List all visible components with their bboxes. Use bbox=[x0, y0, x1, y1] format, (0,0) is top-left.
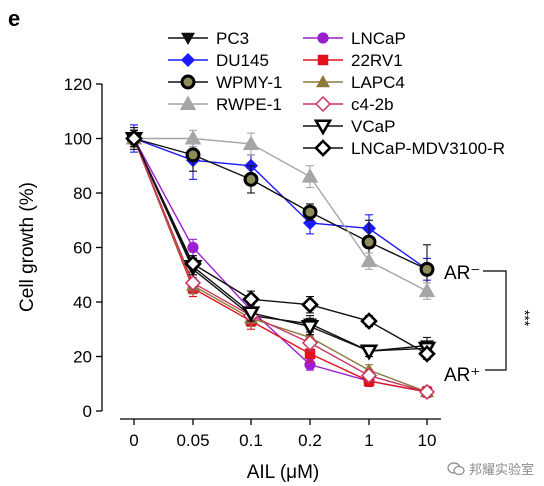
x-tick-label: 0.2 bbox=[298, 431, 322, 450]
legend-label: 22RV1 bbox=[351, 51, 403, 70]
x-axis: 0 0.05 0.1 0.2 1 10 bbox=[120, 418, 441, 450]
series-line bbox=[133, 138, 428, 393]
watermark: 邦耀实验室 bbox=[447, 459, 534, 478]
data-point bbox=[303, 215, 317, 230]
x-tick-label: 0 bbox=[129, 431, 138, 450]
data-point bbox=[242, 290, 260, 309]
legend-label: WPMY-1 bbox=[216, 73, 282, 92]
data-point bbox=[301, 334, 319, 351]
series-line bbox=[133, 138, 428, 393]
legend-label: DU145 bbox=[216, 51, 269, 70]
data-point bbox=[185, 147, 201, 163]
y-tick-label: 20 bbox=[73, 348, 92, 367]
plot-area bbox=[124, 124, 437, 400]
x-tick-label: 0.1 bbox=[239, 431, 263, 450]
legend-label: PC3 bbox=[216, 29, 249, 48]
y-axis-label: Cell growth (%) bbox=[17, 182, 38, 312]
series-lncap-mdv3100-r bbox=[125, 129, 436, 363]
data-point bbox=[419, 261, 435, 277]
legend-label: LNCaP-MDV3100-R bbox=[351, 139, 505, 158]
significance-stars: *** bbox=[517, 310, 533, 327]
legend-item: LNCaP bbox=[303, 29, 406, 48]
y-axis: 0 20 40 60 80 100 120 bbox=[64, 75, 103, 421]
series-pc3 bbox=[127, 129, 434, 359]
x-tick-label: 10 bbox=[418, 431, 437, 450]
legend-item: VCaP bbox=[303, 117, 395, 136]
data-point bbox=[361, 234, 377, 250]
legend-label: LNCaP bbox=[351, 29, 406, 48]
data-point bbox=[301, 295, 319, 314]
legend: PC3 DU145 WPMY-1 RWPE-1 LNCaP 22RV1 LAPC4 c4-2b… bbox=[168, 29, 505, 158]
series-line bbox=[133, 137, 428, 270]
legend-item: LAPC4 bbox=[303, 73, 405, 92]
data-point bbox=[184, 274, 202, 291]
legend-item: WPMY-1 bbox=[168, 73, 282, 92]
series-22rv1 bbox=[128, 129, 433, 398]
legend-label: LAPC4 bbox=[351, 73, 405, 92]
y-tick-label: 60 bbox=[73, 239, 92, 258]
y-tick-label: 0 bbox=[83, 402, 92, 421]
data-point bbox=[418, 344, 436, 363]
legend-item: RWPE-1 bbox=[168, 95, 282, 114]
series-vcap bbox=[124, 129, 437, 361]
data-point bbox=[360, 367, 378, 384]
ar-positive-label: AR⁺ bbox=[444, 365, 480, 386]
legend-label: VCaP bbox=[351, 117, 395, 136]
series-c4-2b bbox=[125, 129, 436, 400]
series-line bbox=[134, 137, 428, 292]
wechat-icon bbox=[447, 461, 465, 475]
data-point bbox=[187, 241, 199, 254]
series-line bbox=[133, 138, 428, 393]
legend-item: PC3 bbox=[168, 29, 249, 48]
data-point bbox=[184, 255, 202, 273]
x-axis-label: AIL (μM) bbox=[247, 462, 320, 483]
data-point bbox=[243, 171, 259, 187]
data-point bbox=[242, 135, 260, 150]
series-line bbox=[133, 138, 428, 355]
data-point bbox=[360, 252, 378, 268]
data-point bbox=[300, 319, 320, 337]
watermark-text: 邦耀实验室 bbox=[468, 463, 534, 478]
y-tick-label: 80 bbox=[73, 184, 92, 203]
data-point bbox=[418, 282, 436, 298]
legend-item: LNCaP-MDV3100-R bbox=[303, 139, 505, 158]
data-point bbox=[125, 129, 143, 148]
data-point bbox=[302, 204, 318, 220]
ar-negative-label: AR⁻ bbox=[444, 263, 480, 284]
series-line bbox=[133, 138, 428, 393]
data-point bbox=[304, 348, 316, 360]
x-tick-label: 0.05 bbox=[176, 431, 209, 450]
y-tick-label: 40 bbox=[73, 293, 92, 312]
panel-label: e bbox=[8, 6, 20, 31]
legend-item: DU145 bbox=[168, 51, 269, 70]
legend-label: c4-2b bbox=[351, 95, 394, 114]
significance-bracket bbox=[483, 270, 507, 371]
series-line bbox=[133, 138, 428, 352]
legend-item: c4-2b bbox=[303, 95, 394, 114]
series-lapc4 bbox=[127, 129, 434, 398]
data-point bbox=[184, 129, 202, 145]
data-point bbox=[359, 344, 379, 361]
series-lncap bbox=[128, 129, 433, 398]
data-point bbox=[360, 312, 378, 330]
series-line bbox=[133, 137, 428, 270]
data-point bbox=[418, 383, 436, 400]
legend-item: 22RV1 bbox=[303, 51, 403, 70]
y-tick-label: 100 bbox=[64, 130, 92, 149]
data-point bbox=[301, 168, 319, 183]
legend-label: RWPE-1 bbox=[216, 95, 282, 114]
y-tick-label: 120 bbox=[64, 75, 92, 94]
x-tick-label: 1 bbox=[364, 431, 373, 450]
